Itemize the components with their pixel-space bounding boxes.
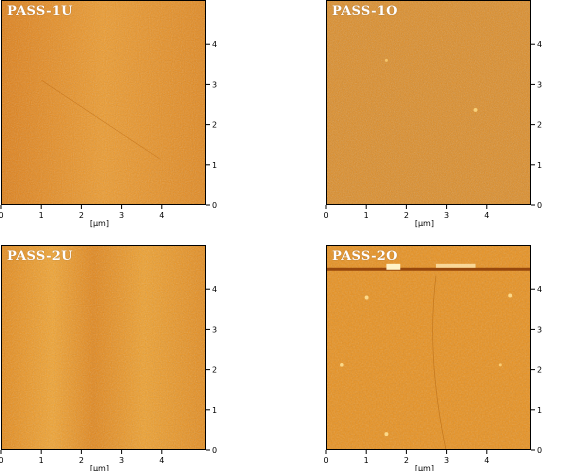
- afm-panel-pass-1u: PASS-1U 0 1 2 3 4 0 1 2 3 4 [μm]: [0, 0, 221, 228]
- x-tick-label: 4: [159, 456, 164, 465]
- x-tick-label: 2: [79, 211, 84, 220]
- afm-surface-texture: [327, 1, 530, 204]
- x-unit-label: [μm]: [90, 464, 109, 471]
- x-tick-label: 0: [323, 211, 328, 220]
- panel-title: PASS-2O: [332, 249, 398, 264]
- y-tick-label: 0: [537, 446, 542, 455]
- y-tick-label: 2: [537, 366, 542, 375]
- afm-surface-texture: [2, 246, 205, 449]
- y-tick-label: 0: [212, 201, 217, 210]
- axes: 0 1 2 3 4 0 1 2 3 4 [μm]: [323, 40, 542, 228]
- x-tick-label: 4: [159, 211, 164, 220]
- panel-title: PASS-1U: [7, 4, 73, 19]
- y-tick-label: 2: [537, 121, 542, 130]
- y-tick-label: 3: [212, 325, 217, 334]
- afm-image-1u: PASS-1U: [1, 0, 206, 205]
- x-tick-label: 3: [444, 456, 449, 465]
- y-tick-label: 0: [537, 201, 542, 210]
- afm-surface-texture: [2, 1, 205, 204]
- y-tick-label: 4: [212, 285, 217, 294]
- x-tick-label: 4: [484, 211, 489, 220]
- x-tick-label: 3: [119, 456, 124, 465]
- axes: 0 1 2 3 4 0 1 2 3 4 [μm]: [0, 40, 217, 228]
- x-tick-label: 2: [404, 211, 409, 220]
- x-tick-label: 1: [364, 456, 369, 465]
- y-tick-label: 2: [212, 121, 217, 130]
- x-unit-label: [μm]: [90, 219, 109, 228]
- x-tick-label: 0: [0, 211, 4, 220]
- y-tick-label: 3: [212, 80, 217, 89]
- x-tick-label: 3: [119, 211, 124, 220]
- afm-panel-pass-1o: PASS-1O 0 1 2 3 4 0 1 2 3 4 [μm]: [323, 0, 546, 228]
- y-tick-label: 3: [537, 80, 542, 89]
- x-tick-label: 2: [79, 456, 84, 465]
- x-tick-label: 1: [39, 456, 44, 465]
- x-tick-label: 2: [404, 456, 409, 465]
- y-tick-label: 1: [212, 161, 217, 170]
- x-tick-label: 1: [39, 211, 44, 220]
- y-tick-label: 0: [212, 446, 217, 455]
- y-tick-label: 2: [212, 366, 217, 375]
- x-unit-label: [μm]: [415, 219, 434, 228]
- x-tick-label: 0: [323, 456, 328, 465]
- afm-image-1o: PASS-1O: [326, 0, 531, 205]
- y-tick-label: 4: [537, 285, 542, 294]
- y-tick-label: 1: [212, 406, 217, 415]
- axes: 0 1 2 3 4 0 1 2 3 4 [μm]: [0, 285, 217, 471]
- y-tick-label: 4: [537, 40, 542, 49]
- afm-panel-pass-2u: PASS-2U 0 1 2 3 4 0 1 2 3 4 [μm]: [0, 245, 221, 471]
- afm-panel-pass-2o: PASS-2O 0 1 2 3 4 0 1 2 3 4 [μm]: [323, 245, 546, 471]
- y-tick-label: 4: [212, 40, 217, 49]
- panel-title: PASS-2U: [7, 249, 73, 264]
- x-tick-label: 3: [444, 211, 449, 220]
- x-tick-label: 4: [484, 456, 489, 465]
- y-tick-label: 3: [537, 325, 542, 334]
- y-tick-label: 1: [537, 406, 542, 415]
- y-tick-label: 1: [537, 161, 542, 170]
- x-tick-label: 1: [364, 211, 369, 220]
- panel-title: PASS-1O: [332, 4, 398, 19]
- afm-image-2u: PASS-2U: [1, 245, 206, 450]
- x-unit-label: [μm]: [415, 464, 434, 471]
- axes: 0 1 2 3 4 0 1 2 3 4 [μm]: [323, 285, 542, 471]
- x-tick-label: 0: [0, 456, 4, 465]
- afm-image-2o: PASS-2O: [326, 245, 531, 450]
- afm-surface-texture: [327, 246, 530, 449]
